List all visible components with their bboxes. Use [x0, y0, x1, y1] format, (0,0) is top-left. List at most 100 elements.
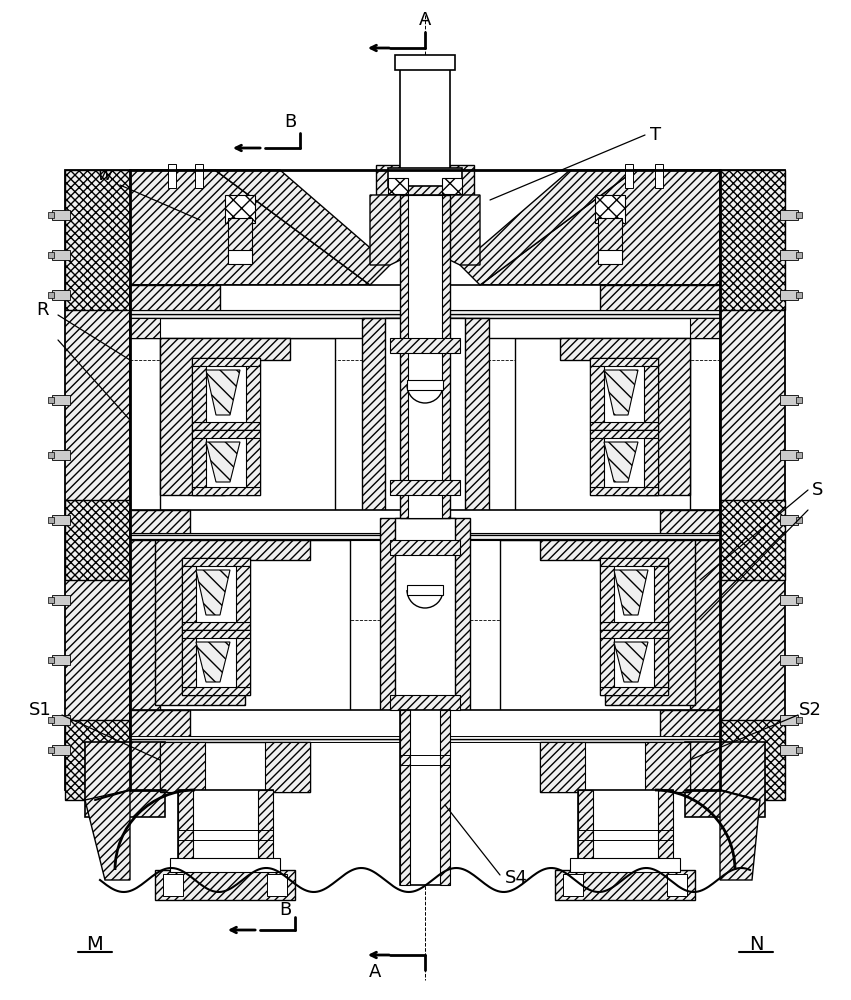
Polygon shape	[192, 487, 260, 495]
Polygon shape	[595, 195, 625, 223]
Polygon shape	[796, 212, 802, 218]
Polygon shape	[555, 870, 695, 900]
Polygon shape	[720, 500, 785, 580]
Polygon shape	[130, 170, 370, 285]
Polygon shape	[390, 338, 460, 353]
Text: R: R	[36, 301, 49, 319]
Polygon shape	[182, 630, 250, 638]
Polygon shape	[600, 638, 614, 687]
Polygon shape	[206, 370, 240, 415]
Polygon shape	[48, 747, 54, 753]
Polygon shape	[48, 717, 54, 723]
Polygon shape	[388, 168, 462, 186]
Polygon shape	[265, 742, 310, 792]
Polygon shape	[400, 65, 450, 180]
Text: A: A	[368, 963, 381, 981]
Polygon shape	[168, 164, 176, 170]
Polygon shape	[578, 790, 673, 890]
Polygon shape	[590, 430, 658, 495]
Polygon shape	[215, 170, 390, 285]
Polygon shape	[192, 422, 260, 430]
Polygon shape	[52, 655, 70, 665]
Polygon shape	[170, 858, 280, 872]
Text: S: S	[813, 481, 824, 499]
Polygon shape	[182, 630, 250, 695]
Polygon shape	[182, 566, 196, 622]
Polygon shape	[658, 790, 673, 890]
Polygon shape	[690, 540, 720, 720]
Polygon shape	[780, 595, 798, 605]
Polygon shape	[590, 358, 658, 430]
Polygon shape	[52, 290, 70, 300]
Polygon shape	[228, 218, 252, 263]
Polygon shape	[600, 566, 614, 622]
Text: S2: S2	[798, 701, 821, 719]
Polygon shape	[408, 195, 442, 518]
Polygon shape	[570, 858, 680, 872]
Polygon shape	[600, 687, 668, 695]
Polygon shape	[48, 252, 54, 258]
Text: T: T	[650, 126, 661, 144]
Polygon shape	[780, 515, 798, 525]
Polygon shape	[130, 318, 720, 338]
Polygon shape	[439, 318, 489, 518]
Polygon shape	[130, 736, 720, 742]
Polygon shape	[780, 250, 798, 260]
Polygon shape	[155, 540, 310, 705]
Polygon shape	[225, 195, 255, 223]
Polygon shape	[192, 430, 260, 438]
Polygon shape	[590, 438, 604, 487]
Polygon shape	[780, 745, 798, 755]
Polygon shape	[168, 168, 176, 188]
Polygon shape	[590, 366, 604, 422]
Polygon shape	[390, 540, 460, 555]
Polygon shape	[65, 170, 130, 310]
Polygon shape	[52, 450, 70, 460]
Polygon shape	[796, 292, 802, 298]
Polygon shape	[370, 195, 480, 265]
Polygon shape	[130, 310, 720, 318]
Polygon shape	[442, 178, 462, 194]
Polygon shape	[52, 745, 70, 755]
Polygon shape	[796, 717, 802, 723]
Polygon shape	[195, 168, 203, 188]
Polygon shape	[52, 250, 70, 260]
Polygon shape	[400, 710, 450, 885]
Polygon shape	[192, 366, 206, 422]
Polygon shape	[780, 655, 798, 665]
Polygon shape	[182, 638, 196, 687]
Polygon shape	[246, 366, 260, 422]
Polygon shape	[796, 597, 802, 603]
Polygon shape	[460, 170, 635, 285]
Polygon shape	[598, 250, 622, 264]
Polygon shape	[400, 710, 410, 885]
Polygon shape	[407, 380, 443, 390]
Text: A: A	[419, 11, 431, 29]
Polygon shape	[178, 790, 193, 890]
Polygon shape	[130, 318, 160, 338]
Polygon shape	[560, 338, 690, 495]
Polygon shape	[395, 518, 455, 728]
Text: S1: S1	[29, 701, 51, 719]
Polygon shape	[65, 720, 130, 800]
Polygon shape	[52, 595, 70, 605]
Polygon shape	[362, 318, 412, 518]
Polygon shape	[515, 338, 690, 513]
Polygon shape	[236, 566, 250, 622]
Polygon shape	[192, 430, 260, 495]
Polygon shape	[480, 170, 720, 285]
Polygon shape	[440, 710, 450, 885]
Polygon shape	[160, 338, 290, 495]
Polygon shape	[182, 558, 250, 630]
Polygon shape	[130, 510, 190, 535]
Text: B: B	[279, 901, 291, 919]
Polygon shape	[590, 487, 658, 495]
Polygon shape	[407, 585, 443, 595]
Polygon shape	[614, 570, 648, 615]
Text: w: w	[98, 166, 112, 184]
Polygon shape	[182, 622, 250, 630]
Polygon shape	[52, 210, 70, 220]
Polygon shape	[540, 540, 695, 705]
Polygon shape	[130, 285, 220, 315]
Polygon shape	[376, 165, 474, 195]
